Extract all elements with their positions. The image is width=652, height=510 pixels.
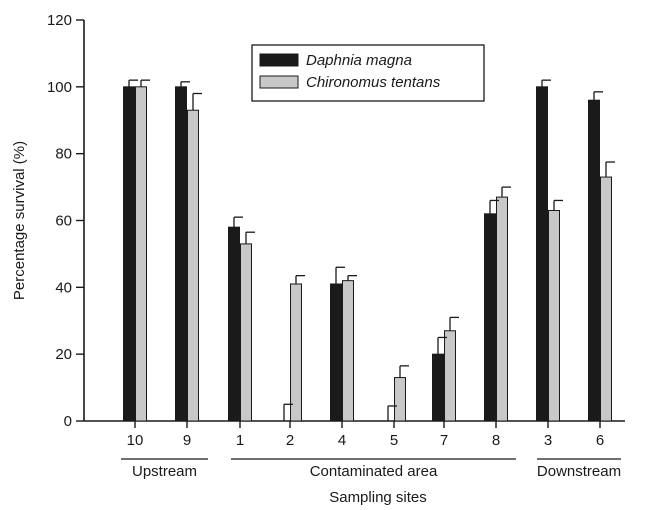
bar (175, 86, 187, 422)
bar (290, 283, 302, 422)
legend-swatch (259, 75, 299, 89)
legend-label: Chironomus tentans (306, 74, 441, 91)
site-groups: Upstream Contaminated area Downstream (121, 458, 621, 480)
legend-label: Daphnia magna (306, 52, 412, 69)
error-bars (128, 79, 615, 421)
bar (330, 283, 342, 422)
bar (588, 99, 600, 422)
bar (342, 280, 354, 422)
x-tick-label: 10 (127, 432, 144, 449)
y-tick-label: 0 (64, 413, 72, 430)
y-tick-label: 20 (55, 346, 72, 363)
x-tick-label: 4 (338, 432, 346, 449)
x-tick-label: 3 (544, 432, 552, 449)
bar (444, 330, 456, 422)
legend-swatch (259, 53, 299, 67)
bars (123, 86, 612, 422)
bar (536, 86, 548, 422)
y-tick-label: 100 (47, 79, 72, 96)
legend: Daphnia magna Chironomus tentans (251, 44, 485, 102)
bar (432, 353, 444, 422)
group-label: Contaminated area (310, 463, 438, 480)
y-tick-label: 120 (47, 12, 72, 29)
bar (228, 226, 240, 422)
x-tick-label: 9 (183, 432, 191, 449)
x-axis: 10 9 1 2 4 5 7 8 3 6 (84, 420, 625, 449)
y-tick-label: 80 (55, 146, 72, 163)
x-tick-label: 5 (390, 432, 398, 449)
x-tick-label: 2 (286, 432, 294, 449)
x-axis-label: Sampling sites (329, 489, 427, 506)
bar (123, 86, 135, 422)
group-label: Upstream (132, 463, 197, 480)
bar (484, 213, 496, 422)
bar (548, 209, 560, 422)
x-tick-label: 6 (596, 432, 604, 449)
y-axis: 0 20 40 60 80 100 120 (47, 12, 85, 430)
x-tick-label: 7 (440, 432, 448, 449)
x-tick-label: 1 (236, 432, 244, 449)
bar (187, 109, 199, 422)
bar (240, 243, 252, 422)
group-label: Downstream (537, 463, 621, 480)
bar (394, 377, 406, 422)
bar (496, 196, 508, 422)
bar (135, 86, 147, 422)
y-axis-label: Percentage survival (%) (11, 141, 28, 300)
y-tick-label: 60 (55, 213, 72, 230)
x-tick-label: 8 (492, 432, 500, 449)
bar (600, 176, 612, 422)
y-tick-label: 40 (55, 279, 72, 296)
